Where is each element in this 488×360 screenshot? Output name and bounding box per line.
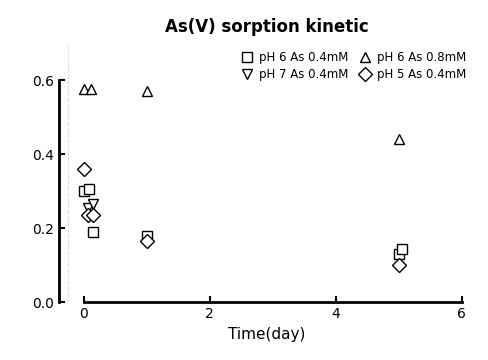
pH 6 As 0.8mM [81, 87, 87, 92]
pH 6 As 0.4mM [395, 252, 401, 256]
Title: As(V) sorption kinetic: As(V) sorption kinetic [164, 18, 367, 36]
pH 6 As 0.8mM [88, 87, 94, 92]
pH 5 As 0.4mM [85, 213, 91, 217]
pH 6 As 0.4mM [81, 189, 87, 193]
Line: pH 6 As 0.4mM: pH 6 As 0.4mM [79, 185, 406, 259]
X-axis label: Time(day): Time(day) [227, 327, 305, 342]
pH 6 As 0.4mM [143, 234, 149, 238]
pH 7 As 0.4mM [90, 202, 96, 206]
pH 5 As 0.4mM [143, 239, 149, 243]
Line: pH 6 As 0.8mM: pH 6 As 0.8mM [79, 85, 403, 144]
Line: pH 7 As 0.4mM: pH 7 As 0.4mM [83, 199, 98, 213]
pH 6 As 0.8mM [395, 137, 401, 141]
pH 5 As 0.4mM [395, 263, 401, 267]
pH 5 As 0.4mM [90, 213, 96, 217]
Line: pH 5 As 0.4mM: pH 5 As 0.4mM [79, 164, 403, 270]
pH 6 As 0.4mM [398, 247, 404, 251]
pH 5 As 0.4mM [81, 167, 87, 171]
pH 6 As 0.4mM [90, 230, 96, 234]
pH 6 As 0.4mM [86, 187, 92, 192]
pH 7 As 0.4mM [85, 206, 91, 210]
Legend: pH 6 As 0.4mM, pH 7 As 0.4mM, pH 6 As 0.8mM, pH 5 As 0.4mM: pH 6 As 0.4mM, pH 7 As 0.4mM, pH 6 As 0.… [237, 49, 468, 84]
pH 6 As 0.8mM [143, 89, 149, 94]
